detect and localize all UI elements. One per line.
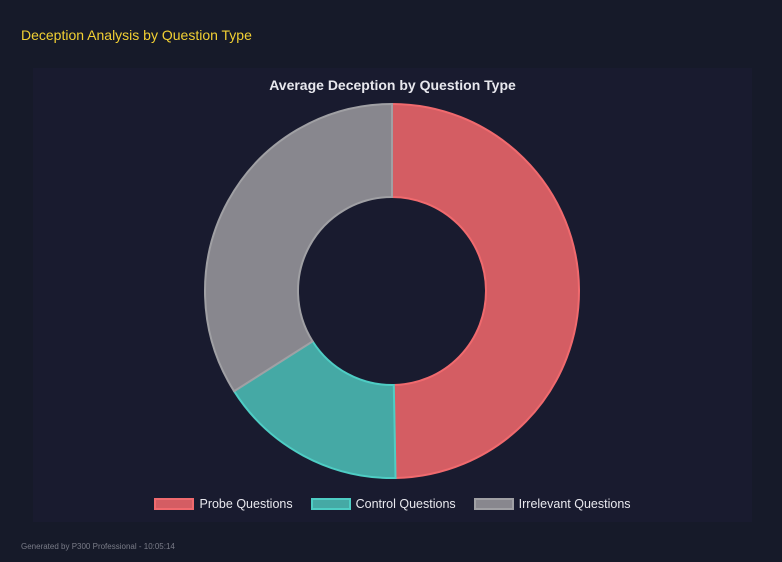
legend-label: Control Questions: [355, 497, 456, 511]
legend-item[interactable]: Control Questions: [310, 497, 456, 511]
donut-chart: [204, 102, 581, 479]
chart-panel: Average Deception by Question Type Probe…: [33, 68, 752, 522]
legend-item[interactable]: Irrelevant Questions: [473, 497, 631, 511]
legend-label: Probe Questions: [199, 497, 293, 511]
chart-title: Average Deception by Question Type: [269, 77, 516, 93]
legend-swatch: [154, 498, 195, 510]
legend-swatch: [473, 498, 514, 510]
legend-item[interactable]: Probe Questions: [154, 497, 293, 511]
donut-slice-irrelevant-questions[interactable]: [204, 102, 393, 393]
footer-text: Generated by P300 Professional - 10:05:1…: [21, 542, 175, 551]
donut-slice-control-questions[interactable]: [232, 339, 397, 479]
legend-label: Irrelevant Questions: [518, 497, 631, 511]
page-title: Deception Analysis by Question Type: [21, 27, 252, 43]
legend-swatch: [310, 498, 351, 510]
chart-legend: Probe Questions Control Questions Irreleva…: [33, 497, 752, 511]
donut-slice-probe-questions[interactable]: [391, 102, 581, 479]
